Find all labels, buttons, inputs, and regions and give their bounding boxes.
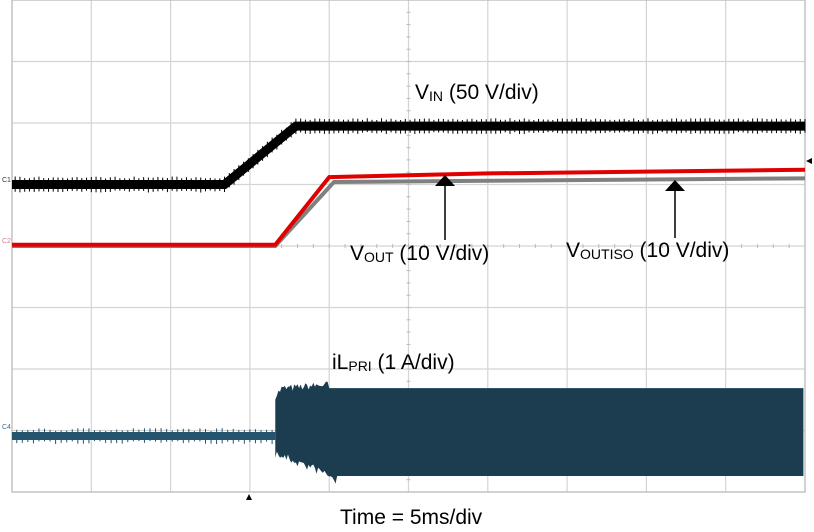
vin-trace [12,121,805,189]
ilpri-label: iLPRI (1 A/div) [332,351,455,374]
trigger-position-icon [246,494,252,500]
vout-label: VOUT (10 V/div) [350,242,490,265]
x-axis-label: Time = 5ms/div [340,506,483,529]
vout-arrowhead-icon [435,175,455,186]
channel-marker-c1: C1 [2,177,11,184]
channel-marker-c4: C4 [2,424,11,431]
vout-trace [12,167,806,247]
trigger-level-icon [806,158,812,164]
channel-marker-c2: C2 [2,238,11,245]
ilpri-switching-envelope [275,381,804,484]
vin-label: VIN (50 V/div) [415,81,539,104]
voutiso-arrowhead-icon [665,180,685,191]
voutiso-label: VOUTISO (10 V/div) [566,239,730,262]
